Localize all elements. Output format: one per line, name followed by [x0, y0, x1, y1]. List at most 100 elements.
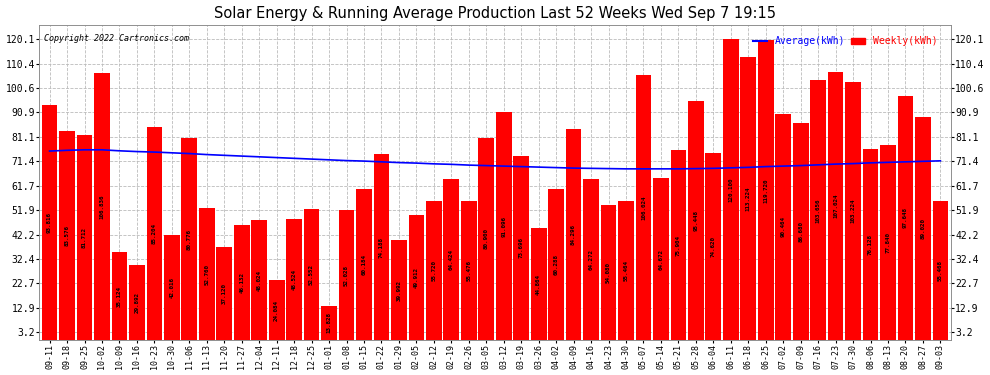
- Bar: [862, 150, 878, 340]
- Text: 42.016: 42.016: [169, 277, 174, 298]
- Text: 60.184: 60.184: [361, 254, 366, 275]
- Bar: [42, 105, 57, 340]
- Bar: [601, 205, 617, 340]
- Text: 55.720: 55.720: [432, 260, 437, 281]
- Bar: [758, 40, 773, 340]
- Text: 80.900: 80.900: [484, 228, 489, 249]
- Bar: [76, 135, 92, 340]
- Text: 64.672: 64.672: [658, 249, 663, 270]
- Text: 55.464: 55.464: [624, 260, 629, 281]
- Text: 106.024: 106.024: [641, 195, 645, 220]
- Bar: [147, 127, 162, 340]
- Bar: [129, 266, 145, 340]
- Bar: [356, 189, 372, 340]
- Bar: [514, 156, 529, 340]
- Bar: [706, 153, 721, 340]
- Text: 86.680: 86.680: [798, 221, 803, 242]
- Text: 55.476: 55.476: [466, 260, 471, 281]
- Bar: [636, 75, 651, 340]
- Legend: Average(kWh), Weekly(kWh): Average(kWh), Weekly(kWh): [749, 33, 941, 50]
- Text: 60.288: 60.288: [553, 254, 558, 275]
- Text: 73.696: 73.696: [519, 237, 524, 258]
- Text: 80.776: 80.776: [187, 228, 192, 249]
- Text: 97.648: 97.648: [903, 207, 908, 228]
- Bar: [618, 201, 634, 340]
- Bar: [461, 201, 476, 340]
- Text: 95.448: 95.448: [693, 210, 698, 231]
- Text: 81.712: 81.712: [82, 227, 87, 248]
- Text: 44.864: 44.864: [537, 273, 542, 294]
- Title: Solar Energy & Running Average Production Last 52 Weeks Wed Sep 7 19:15: Solar Energy & Running Average Productio…: [214, 6, 776, 21]
- Text: 52.552: 52.552: [309, 264, 314, 285]
- Bar: [531, 228, 546, 340]
- Bar: [373, 154, 389, 340]
- Text: 89.020: 89.020: [921, 218, 926, 239]
- Bar: [339, 210, 354, 340]
- Bar: [915, 117, 931, 340]
- Bar: [94, 72, 110, 340]
- Text: 103.224: 103.224: [850, 199, 855, 223]
- Bar: [112, 252, 128, 340]
- Text: 48.024: 48.024: [256, 270, 261, 291]
- Bar: [775, 114, 791, 340]
- Bar: [304, 209, 320, 340]
- Bar: [583, 179, 599, 340]
- Bar: [496, 112, 512, 340]
- Text: 52.760: 52.760: [204, 264, 209, 285]
- Text: 39.992: 39.992: [396, 280, 401, 301]
- Text: 85.204: 85.204: [151, 223, 156, 244]
- Text: 77.840: 77.840: [885, 232, 891, 253]
- Bar: [688, 101, 704, 340]
- Text: 64.272: 64.272: [589, 249, 594, 270]
- Text: 107.024: 107.024: [834, 194, 839, 218]
- Text: 113.224: 113.224: [745, 186, 750, 211]
- Text: 119.720: 119.720: [763, 178, 768, 203]
- Text: 106.836: 106.836: [99, 194, 105, 219]
- Bar: [741, 57, 756, 340]
- Text: 76.128: 76.128: [868, 234, 873, 255]
- Bar: [670, 150, 686, 340]
- Text: 55.468: 55.468: [938, 260, 942, 281]
- Bar: [181, 138, 197, 340]
- Bar: [933, 201, 948, 340]
- Text: 24.084: 24.084: [274, 300, 279, 321]
- Text: 75.904: 75.904: [676, 235, 681, 256]
- Text: 29.892: 29.892: [135, 292, 140, 314]
- Bar: [828, 72, 843, 340]
- Bar: [269, 280, 284, 340]
- Text: 37.120: 37.120: [222, 283, 227, 304]
- Text: 13.828: 13.828: [327, 312, 332, 333]
- Bar: [653, 178, 669, 340]
- Bar: [199, 208, 215, 340]
- Bar: [59, 131, 75, 340]
- Text: 49.912: 49.912: [414, 267, 419, 288]
- Text: 64.424: 64.424: [448, 249, 453, 270]
- Bar: [286, 219, 302, 340]
- Bar: [723, 39, 739, 340]
- Bar: [810, 81, 826, 340]
- Bar: [391, 240, 407, 340]
- Bar: [548, 189, 564, 340]
- Text: 46.132: 46.132: [240, 272, 245, 293]
- Bar: [426, 201, 442, 340]
- Bar: [845, 82, 861, 340]
- Text: 48.524: 48.524: [292, 269, 297, 290]
- Text: 83.576: 83.576: [64, 225, 69, 246]
- Text: 74.620: 74.620: [711, 236, 716, 257]
- Text: Copyright 2022 Cartronics.com: Copyright 2022 Cartronics.com: [44, 34, 189, 43]
- Text: 90.464: 90.464: [781, 216, 786, 237]
- Text: 103.656: 103.656: [816, 198, 821, 223]
- Bar: [793, 123, 809, 340]
- Bar: [409, 215, 425, 340]
- Bar: [478, 138, 494, 340]
- Bar: [880, 145, 896, 340]
- Bar: [565, 129, 581, 340]
- Bar: [898, 96, 914, 340]
- Bar: [217, 247, 232, 340]
- Text: 74.188: 74.188: [379, 237, 384, 258]
- Bar: [444, 179, 459, 340]
- Text: 35.124: 35.124: [117, 286, 122, 307]
- Bar: [164, 235, 180, 340]
- Bar: [321, 306, 337, 340]
- Text: 52.028: 52.028: [345, 265, 349, 286]
